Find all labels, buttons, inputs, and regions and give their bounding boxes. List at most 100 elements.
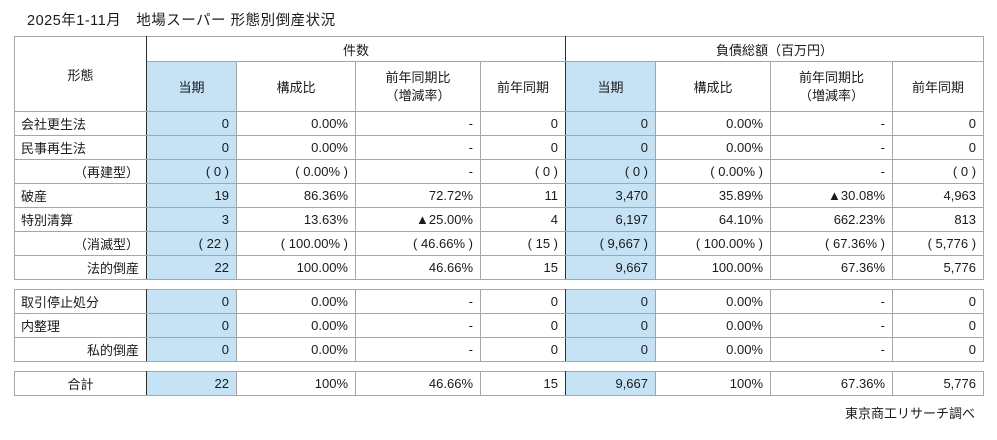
cell-debt-prev: ( 0 ) xyxy=(892,159,985,184)
cell-cases-current: 19 xyxy=(146,183,237,208)
col-header-cases-prev: 前年同期 xyxy=(479,61,567,112)
cell-cases-prev: 4 xyxy=(479,207,567,232)
row-label: 法的倒産 xyxy=(14,255,147,280)
cell-debt-current: 6,197 xyxy=(565,207,657,232)
cell-cases-current: 0 xyxy=(146,111,237,136)
row-label: （消滅型） xyxy=(14,231,147,256)
col-header-cases-current: 当期 xyxy=(146,61,237,112)
cell-cases-share: 100.00% xyxy=(236,255,356,280)
cell-cases-yoy: - xyxy=(355,313,481,338)
cell-cases-prev: 15 xyxy=(479,255,567,280)
row-label: （再建型） xyxy=(14,159,147,184)
cell-debt-yoy: ( 67.36% ) xyxy=(770,231,894,256)
table-row-legal-subtotal: 法的倒産 22 100.00% 46.66% 15 9,667 100.00% … xyxy=(14,255,985,280)
cell-cases-prev: ( 0 ) xyxy=(479,159,567,184)
cell-debt-share: 0.00% xyxy=(655,313,771,338)
table-row: （再建型） ( 0 ) ( 0.00% ) - ( 0 ) ( 0 ) ( 0.… xyxy=(14,159,985,184)
cell-debt-current: 0 xyxy=(565,135,657,160)
cell-debt-current: 3,470 xyxy=(565,183,657,208)
cell-cases-yoy: - xyxy=(355,337,481,362)
cell-debt-prev: 0 xyxy=(892,289,984,314)
row-label: 内整理 xyxy=(14,313,147,338)
cell-cases-yoy: ( 46.66% ) xyxy=(355,231,481,256)
cell-debt-prev: 813 xyxy=(892,207,985,232)
cell-debt-share: 35.89% xyxy=(655,183,772,208)
cell-cases-current: ( 22 ) xyxy=(146,231,237,256)
section-gap xyxy=(14,280,983,289)
cell-cases-current: 0 xyxy=(146,337,237,362)
cell-debt-current: ( 9,667 ) xyxy=(565,231,657,256)
corner-header: 形態 xyxy=(14,36,147,112)
cell-debt-share: 0.00% xyxy=(655,135,772,160)
cell-debt-yoy: - xyxy=(770,159,894,184)
cell-debt-prev: 5,776 xyxy=(892,255,985,280)
total-table: 合計 22 100% 46.66% 15 9,667 100% 67.36% 5… xyxy=(14,371,984,396)
cell-debt-prev: 0 xyxy=(892,111,985,136)
cell-cases-share: ( 0.00% ) xyxy=(236,159,356,184)
col-header-debt-prev: 前年同期 xyxy=(892,61,985,112)
table-row-total: 合計 22 100% 46.66% 15 9,667 100% 67.36% 5… xyxy=(14,371,984,396)
cell-debt-prev: 4,963 xyxy=(892,183,985,208)
cell-debt-current: 0 xyxy=(565,289,656,314)
bankruptcy-status-table: 形態 件数 負債総額（百万円） 当期 構成比 前年同期比 （増減率） 前年同期 … xyxy=(14,36,985,396)
table-row: 特別清算 3 13.63% ▲25.00% 4 6,197 64.10% 662… xyxy=(14,207,985,232)
cell-cases-share: 0.00% xyxy=(236,111,356,136)
private-bankruptcy-table: 取引停止処分 0 0.00% - 0 0 0.00% - 0 内整理 0 0.0… xyxy=(14,289,984,362)
cell-cases-share: ( 100.00% ) xyxy=(236,231,356,256)
table-row: 会社更生法 0 0.00% - 0 0 0.00% - 0 xyxy=(14,111,985,136)
col-header-cases-yoy: 前年同期比 （増減率） xyxy=(355,61,481,112)
cell-debt-share: 0.00% xyxy=(655,111,772,136)
cell-cases-current: 22 xyxy=(146,255,237,280)
cell-cases-prev: 0 xyxy=(480,337,566,362)
cell-cases-share: 100% xyxy=(236,371,356,396)
cell-debt-share: 64.10% xyxy=(655,207,772,232)
legal-bankruptcy-table: 形態 件数 負債総額（百万円） 当期 構成比 前年同期比 （増減率） 前年同期 … xyxy=(14,36,985,280)
cell-debt-yoy: 662.23% xyxy=(770,207,894,232)
cell-cases-prev: 0 xyxy=(479,135,567,160)
cell-cases-share: 0.00% xyxy=(236,313,356,338)
cell-debt-current: 0 xyxy=(565,111,657,136)
section-gap xyxy=(14,362,983,371)
cell-debt-current: 0 xyxy=(565,313,656,338)
cell-cases-yoy: - xyxy=(355,289,481,314)
table-row: （消滅型） ( 22 ) ( 100.00% ) ( 46.66% ) ( 15… xyxy=(14,231,985,256)
cell-debt-yoy: - xyxy=(770,313,893,338)
cell-debt-yoy: - xyxy=(770,337,893,362)
row-label: 民事再生法 xyxy=(14,135,147,160)
cell-cases-current: 0 xyxy=(146,313,237,338)
col-header-debt-yoy: 前年同期比 （増減率） xyxy=(770,61,894,112)
cell-cases-prev: ( 15 ) xyxy=(479,231,567,256)
cell-debt-current: ( 0 ) xyxy=(565,159,657,184)
col-header-cases-share: 構成比 xyxy=(236,61,356,112)
cell-cases-yoy: - xyxy=(355,135,481,160)
cell-cases-share: 0.00% xyxy=(236,289,356,314)
cell-cases-yoy: - xyxy=(355,159,481,184)
cell-debt-yoy: - xyxy=(770,111,894,136)
table-row: 取引停止処分 0 0.00% - 0 0 0.00% - 0 xyxy=(14,289,984,314)
cell-debt-yoy: 67.36% xyxy=(770,255,894,280)
cell-cases-yoy: 46.66% xyxy=(355,255,481,280)
table-row: 破産 19 86.36% 72.72% 11 3,470 35.89% ▲30.… xyxy=(14,183,985,208)
cell-cases-share: 0.00% xyxy=(236,135,356,160)
row-label: 私的倒産 xyxy=(14,337,147,362)
row-label: 特別清算 xyxy=(14,207,147,232)
cell-debt-share: 100.00% xyxy=(655,255,772,280)
cell-debt-yoy: ▲30.08% xyxy=(770,183,894,208)
row-label: 取引停止処分 xyxy=(14,289,147,314)
row-label: 会社更生法 xyxy=(14,111,147,136)
cell-debt-prev: 0 xyxy=(892,313,984,338)
source-note: 東京商工リサーチ調べ xyxy=(844,406,975,421)
page-title: 2025年1-11月 地場スーパー 形態別倒産状況 xyxy=(27,13,336,29)
table-row-private-subtotal: 私的倒産 0 0.00% - 0 0 0.00% - 0 xyxy=(14,337,984,362)
cell-debt-yoy: 67.36% xyxy=(770,371,893,396)
row-label: 合計 xyxy=(14,371,147,396)
cell-cases-current: 0 xyxy=(146,289,237,314)
cell-cases-current: 0 xyxy=(146,135,237,160)
cell-cases-prev: 11 xyxy=(479,183,567,208)
cell-cases-current: 22 xyxy=(146,371,237,396)
table-row: 民事再生法 0 0.00% - 0 0 0.00% - 0 xyxy=(14,135,985,160)
cell-debt-share: ( 0.00% ) xyxy=(655,159,772,184)
col-header-debt-share: 構成比 xyxy=(655,61,772,112)
cell-debt-prev: 0 xyxy=(892,337,984,362)
cell-cases-current: ( 0 ) xyxy=(146,159,237,184)
